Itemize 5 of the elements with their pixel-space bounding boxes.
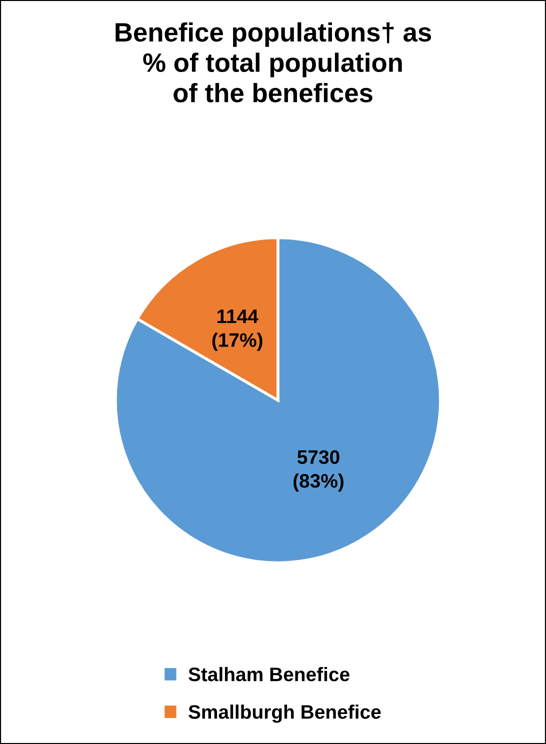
data-label: 1144 (17%) (212, 310, 262, 351)
chart-title: Benefice populations† as % of total population of the benefices (116, 22, 432, 102)
data-label: 5730 (83%) (294, 450, 344, 492)
legend-label: Smallburgh Benefice (188, 704, 381, 723)
legend-label: Stalham Benefice (188, 667, 350, 682)
